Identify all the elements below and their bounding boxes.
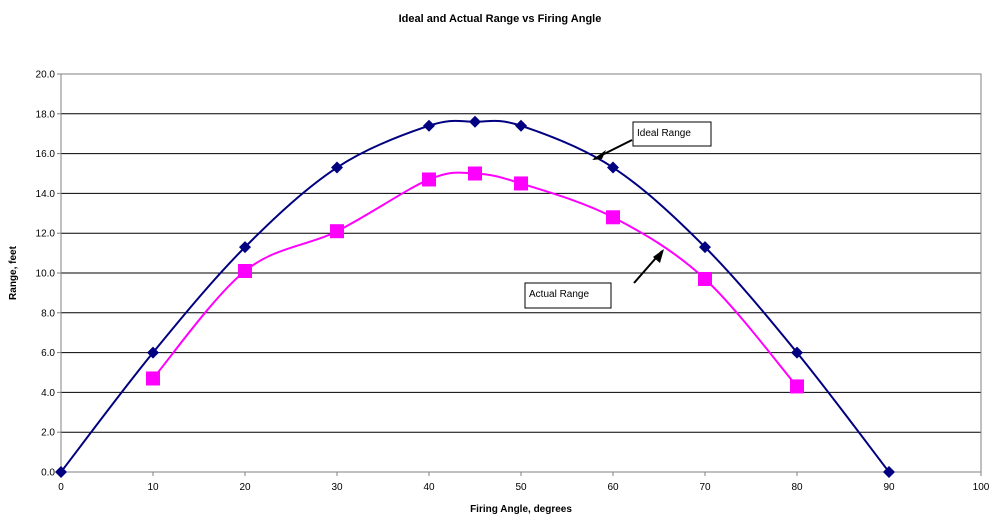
- x-tick-label: 20: [239, 482, 251, 493]
- x-tick-label: 0: [58, 482, 64, 493]
- x-tick-label: 50: [515, 482, 527, 493]
- data-point: [699, 241, 711, 254]
- x-axis-label: Firing Angle, degrees: [470, 504, 572, 515]
- data-point: [607, 161, 619, 174]
- annotation-box: [632, 121, 712, 147]
- x-tick-label: 100: [973, 482, 990, 493]
- data-point: [469, 115, 481, 128]
- data-point: [423, 119, 435, 132]
- x-tick-label: 90: [883, 482, 895, 493]
- annotation-ideal-range: Ideal Range: [592, 121, 712, 160]
- x-tick-label: 40: [423, 482, 435, 493]
- y-tick-label: 2.0: [41, 428, 55, 439]
- y-tick-label: 16.0: [36, 149, 56, 160]
- y-tick-label: 4.0: [41, 388, 55, 399]
- x-tick-label: 70: [699, 482, 711, 493]
- data-point: [239, 241, 251, 254]
- data-point: [55, 466, 67, 478]
- data-point: [331, 161, 343, 174]
- annotation-actual-range-text: Actual Range: [529, 289, 589, 300]
- chart-title: Ideal and Actual Range vs Firing Angle: [399, 13, 602, 25]
- data-point: [146, 371, 160, 386]
- data-point: [422, 172, 436, 187]
- x-tick-label: 60: [607, 482, 619, 493]
- x-tick-label: 30: [331, 482, 343, 493]
- y-axis-label: Range, feet: [8, 245, 19, 300]
- y-axis: 0.0 2.0 4.0 6.0 8.0 10.0 12.0 14.0 16.0 18.0 20.0: [36, 70, 61, 479]
- y-tick-label: 8.0: [41, 308, 55, 319]
- data-point: [147, 346, 159, 359]
- x-tick-label: 80: [791, 482, 803, 493]
- x-axis: 0 10 20 30 40 50 60 70 80 90 100: [58, 472, 990, 493]
- annotation-arrowhead: [653, 249, 664, 263]
- data-point: [606, 210, 620, 225]
- y-tick-label: 6.0: [41, 348, 55, 359]
- data-point: [238, 264, 252, 279]
- annotation-actual-range: Actual Range: [524, 249, 664, 309]
- series-ideal-range: [55, 115, 895, 478]
- gridlines: [61, 113, 981, 433]
- data-point: [468, 166, 482, 181]
- data-point: [514, 176, 528, 191]
- series-actual-range: [146, 166, 804, 394]
- annotation-box: [524, 282, 612, 309]
- y-tick-label: 18.0: [36, 109, 56, 120]
- data-point: [790, 379, 804, 394]
- data-point: [791, 346, 803, 359]
- annotation-ideal-range-text: Ideal Range: [637, 128, 691, 139]
- y-tick-label: 20.0: [36, 70, 56, 81]
- data-point: [515, 119, 527, 132]
- y-tick-label: 0.0: [41, 468, 55, 479]
- y-tick-label: 12.0: [36, 229, 56, 240]
- data-point: [330, 224, 344, 239]
- y-tick-label: 14.0: [36, 189, 56, 200]
- annotations: Ideal Range Actual Range: [524, 121, 712, 309]
- y-tick-label: 10.0: [36, 269, 56, 280]
- data-point: [698, 271, 712, 286]
- data-point: [883, 466, 895, 478]
- annotation-arrowhead: [592, 150, 606, 160]
- series-layer: [55, 115, 895, 478]
- x-tick-label: 10: [147, 482, 159, 493]
